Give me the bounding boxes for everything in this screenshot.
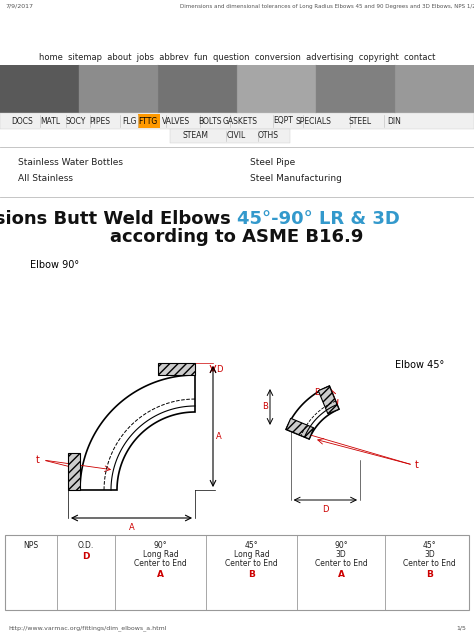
Bar: [0, 113, 474, 129]
Text: Long Rad: Long Rad: [143, 550, 178, 559]
Bar: [395, 65, 474, 113]
Text: VALVES: VALVES: [162, 116, 190, 126]
Text: GASKETS: GASKETS: [222, 116, 257, 126]
Text: Dimensions and dimensional tolerances of Long Radius Elbows 45 and 90 Degrees an: Dimensions and dimensional tolerances of…: [180, 4, 474, 9]
Text: 45°: 45°: [423, 541, 436, 550]
Text: A: A: [216, 432, 222, 441]
Polygon shape: [286, 418, 314, 439]
Text: MATL: MATL: [40, 116, 60, 126]
Bar: [138, 114, 160, 128]
Text: t: t: [415, 460, 419, 470]
Text: DIN: DIN: [387, 116, 401, 126]
Bar: [5, 535, 469, 610]
Text: home  sitemap  about  jobs  abbrev  fun  question  conversion  advertising  copy: home sitemap about jobs abbrev fun quest…: [39, 52, 435, 61]
Text: Center to End: Center to End: [403, 559, 456, 568]
Text: 3D: 3D: [336, 550, 346, 559]
Text: D: D: [82, 552, 90, 561]
Text: CIVIL: CIVIL: [227, 131, 246, 140]
Text: FTTG: FTTG: [138, 116, 158, 126]
Text: A: A: [157, 570, 164, 579]
Text: Dimensions Butt Weld Elbows: Dimensions Butt Weld Elbows: [0, 210, 237, 228]
Text: 45°-90° LR & 3D: 45°-90° LR & 3D: [237, 210, 400, 228]
Text: BOLTS: BOLTS: [198, 116, 222, 126]
Text: 3D: 3D: [424, 550, 435, 559]
Text: according to ASME B16.9: according to ASME B16.9: [110, 228, 364, 246]
Text: 90°: 90°: [334, 541, 348, 550]
Text: 1/5: 1/5: [456, 625, 466, 630]
Text: B: B: [426, 570, 433, 579]
Text: Elbow 45°: Elbow 45°: [395, 360, 444, 370]
Text: Center to End: Center to End: [225, 559, 278, 568]
Text: EQPT: EQPT: [273, 116, 293, 126]
Polygon shape: [319, 386, 339, 414]
Text: A: A: [337, 570, 345, 579]
Bar: [170, 129, 290, 143]
Bar: [0, 65, 79, 113]
Polygon shape: [158, 363, 195, 375]
Text: Long Rad: Long Rad: [234, 550, 269, 559]
Text: PIPES: PIPES: [90, 116, 110, 126]
Text: All Stainless: All Stainless: [18, 174, 73, 183]
Text: http://www.varmac.org/fittings/dim_elbows_a.html: http://www.varmac.org/fittings/dim_elbow…: [8, 625, 166, 631]
Text: t: t: [36, 455, 40, 465]
Bar: [237, 65, 316, 113]
Text: FLG: FLG: [123, 116, 137, 126]
Text: STEEL: STEEL: [348, 116, 372, 126]
Text: B: B: [262, 403, 268, 411]
Text: A: A: [128, 523, 134, 532]
Text: D: D: [216, 365, 222, 374]
Text: 90°: 90°: [154, 541, 167, 550]
Bar: [158, 65, 237, 113]
Text: Elbow 90°: Elbow 90°: [30, 260, 79, 270]
Polygon shape: [286, 386, 339, 439]
Text: Center to End: Center to End: [134, 559, 187, 568]
Bar: [79, 65, 158, 113]
Text: Stainless Water Bottles: Stainless Water Bottles: [18, 158, 123, 167]
Text: B: B: [248, 570, 255, 579]
Text: SPECIALS: SPECIALS: [295, 116, 331, 126]
Bar: [316, 65, 395, 113]
Polygon shape: [68, 453, 80, 490]
Text: SOCY: SOCY: [66, 116, 86, 126]
Text: 45°: 45°: [245, 541, 258, 550]
Text: OTHS: OTHS: [257, 131, 279, 140]
Text: Center to End: Center to End: [315, 559, 367, 568]
Text: STEAM: STEAM: [183, 131, 209, 140]
Polygon shape: [80, 375, 195, 490]
Text: B: B: [314, 388, 320, 397]
Text: D: D: [322, 505, 328, 514]
Text: NPS: NPS: [23, 541, 38, 550]
Text: Steel Pipe: Steel Pipe: [250, 158, 295, 167]
Text: Steel Manufacturing: Steel Manufacturing: [250, 174, 342, 183]
Text: 7/9/2017: 7/9/2017: [5, 4, 33, 9]
Text: DOCS: DOCS: [11, 116, 33, 126]
Text: O.D.: O.D.: [78, 541, 94, 550]
